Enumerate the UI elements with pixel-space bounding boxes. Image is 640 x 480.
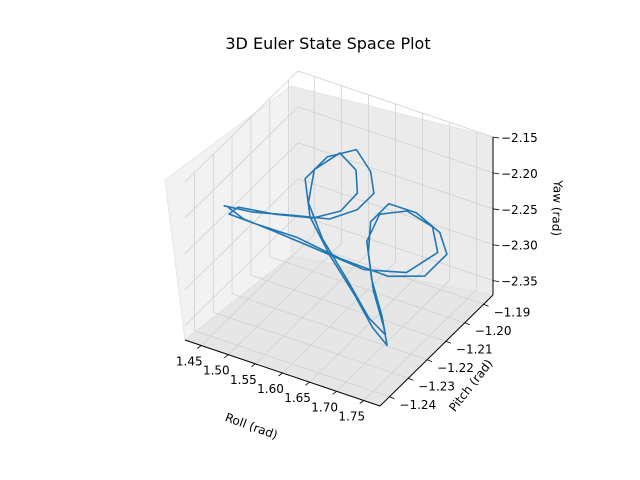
x-tick-mark xyxy=(332,391,337,395)
z-gridline xyxy=(297,70,494,138)
y-gridline xyxy=(231,293,428,361)
z-tick-label: −2.15 xyxy=(501,131,538,145)
x-gridline xyxy=(363,289,478,401)
z-gridline xyxy=(297,142,494,210)
y-tick-label: −1.21 xyxy=(456,342,493,356)
y-tick-mark xyxy=(483,303,489,307)
tick-labels: 1.451.501.551.601.651.701.75 −1.24 −1.23 −1… xyxy=(176,131,538,424)
y-tick-mark xyxy=(426,359,433,363)
z-tick-mark xyxy=(492,244,500,247)
x-tick-label: 1.75 xyxy=(338,410,365,424)
z-tick-mark xyxy=(492,208,500,211)
z-gridline xyxy=(184,142,299,255)
x-tick-label: 1.55 xyxy=(230,373,257,387)
axes xyxy=(184,136,500,407)
y-tick-mark xyxy=(389,396,395,400)
y-tick-label: −1.22 xyxy=(437,361,474,375)
y-gridline xyxy=(213,311,409,379)
x-gridline xyxy=(228,243,342,355)
x-gridline xyxy=(336,280,450,392)
x-tick-mark xyxy=(278,372,283,377)
z-gridline xyxy=(297,214,494,282)
y-tick-label: −1.20 xyxy=(475,324,512,338)
z-tick-label: −2.30 xyxy=(501,239,538,253)
x-tick-label: 1.45 xyxy=(176,355,203,369)
z-tick-label: −2.25 xyxy=(501,203,538,217)
x-axis-line xyxy=(184,339,381,407)
y-gridline xyxy=(194,330,390,398)
z-tick-mark xyxy=(492,172,500,175)
chart-title: 3D Euler State Space Plot xyxy=(225,34,430,53)
y-gridline xyxy=(250,274,447,342)
x-tick-mark xyxy=(359,400,364,404)
x-tick-label: 1.65 xyxy=(284,391,311,405)
x-tick-mark xyxy=(197,345,202,349)
x-tick-label: 1.50 xyxy=(203,364,230,378)
y-axis-line xyxy=(379,294,494,407)
z-gridline xyxy=(184,70,299,183)
z-gridline xyxy=(297,106,494,174)
y-tick-mark xyxy=(464,322,470,326)
z-tick-mark xyxy=(492,280,500,283)
x-tick-mark xyxy=(305,381,310,386)
y-tick-label: −1.23 xyxy=(418,379,455,393)
x-tick-mark xyxy=(224,354,229,358)
x-tick-label: 1.60 xyxy=(257,382,284,396)
x-tick-label: 1.70 xyxy=(311,400,338,414)
series-layer xyxy=(223,148,448,347)
x-gridline xyxy=(200,234,315,346)
y-tick-mark xyxy=(408,377,414,381)
x-tick-mark xyxy=(251,363,256,368)
y-tick-label: −1.19 xyxy=(494,305,531,319)
z-tick-label: −2.35 xyxy=(501,275,538,289)
x-gridline xyxy=(255,252,369,365)
x-gridline xyxy=(309,270,423,383)
z-gridline xyxy=(184,178,299,291)
x-gridline xyxy=(282,261,396,374)
trajectory-line xyxy=(223,148,448,347)
y-gridline xyxy=(269,256,465,324)
z-axis-label: Yaw (rad) xyxy=(549,179,565,236)
z-tick-mark xyxy=(492,136,500,139)
y-tick-mark xyxy=(445,340,452,344)
y-tick-label: −1.24 xyxy=(399,398,436,412)
z-gridline xyxy=(184,106,299,219)
z-tick-label: −2.20 xyxy=(501,167,538,181)
